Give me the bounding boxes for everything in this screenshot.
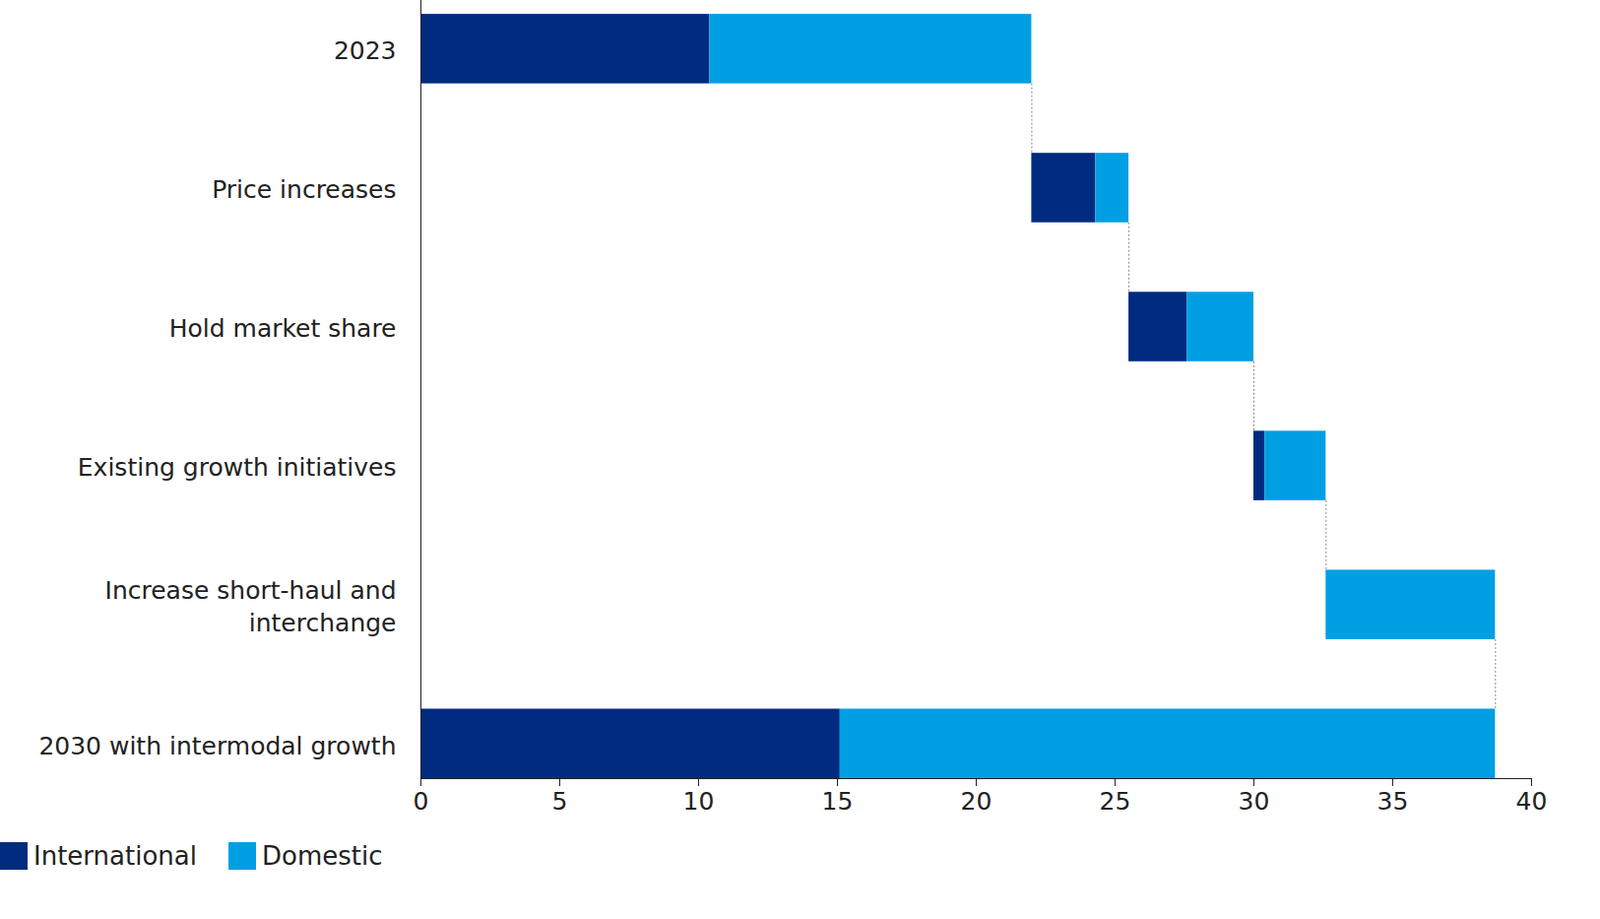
svg-text:30: 30 (1238, 786, 1271, 816)
svg-text:40: 40 (1516, 786, 1548, 816)
svg-text:Price increases: Price increases (211, 175, 396, 204)
html-text:Domestic: Domestic (261, 840, 383, 871)
svg-text:25: 25 (1099, 786, 1132, 816)
svg-text:2030 with intermodal growth: 2030 with intermodal growth (38, 731, 396, 761)
svg-text:Existing growth initiatives: Existing growth initiatives (77, 452, 397, 482)
svg-text:5: 5 (552, 786, 569, 816)
svg-text:0: 0 (413, 786, 430, 816)
svg-text:Increase short-haul andinterch: Increase short-haul andinterchange (105, 576, 397, 638)
svg-text:35: 35 (1377, 786, 1409, 816)
svg-text:2023: 2023 (333, 36, 397, 65)
svg-text:15: 15 (822, 786, 854, 816)
svg-text:Hold market share: Hold market share (169, 314, 397, 343)
html-text:International: International (33, 840, 197, 871)
svg-text:10: 10 (683, 786, 715, 816)
svg-text:20: 20 (960, 786, 993, 816)
